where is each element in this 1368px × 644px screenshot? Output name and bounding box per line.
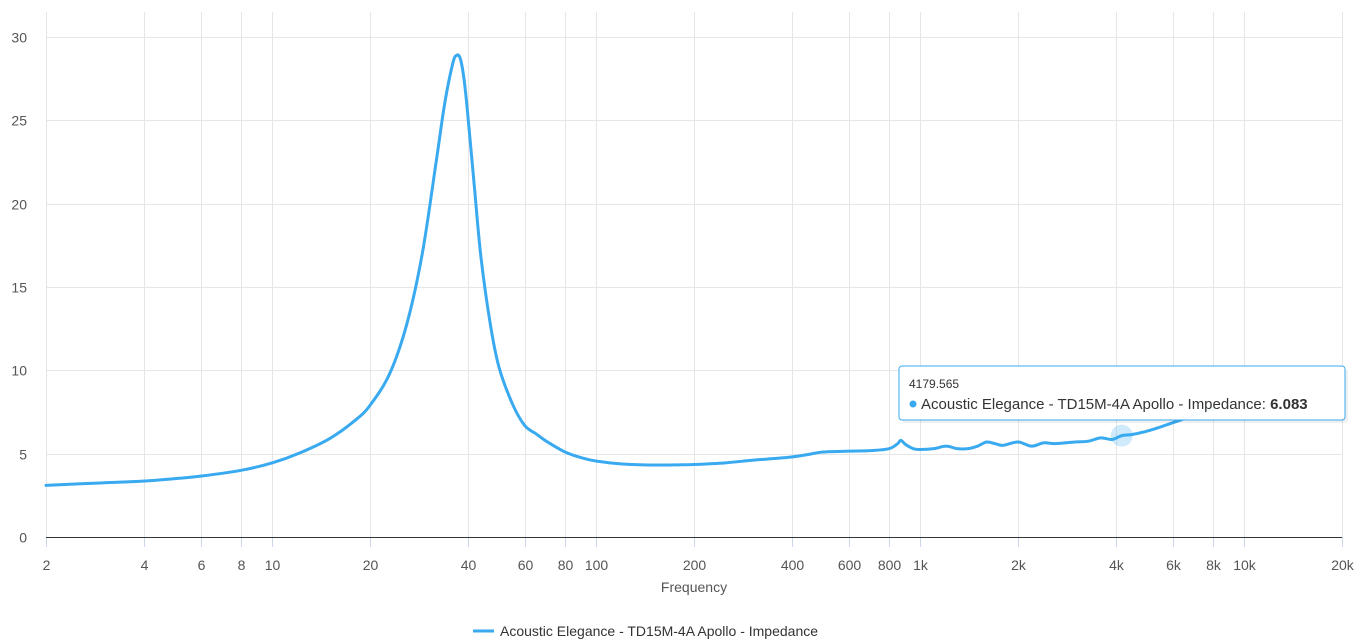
y-tick-label: 10 (11, 363, 27, 379)
series-layer (44, 53, 1215, 487)
x-tick-label: 80 (558, 557, 574, 573)
tooltip-box (898, 365, 1346, 421)
y-tick-label: 5 (19, 447, 27, 463)
tooltip-series-name: Acoustic Elegance - TD15M-4A Apollo - Im… (921, 396, 1262, 413)
x-tick-label: 1k (913, 557, 929, 573)
legend-label[interactable]: Acoustic Elegance - TD15M-4A Apollo - Im… (500, 623, 818, 639)
grid-layer (46, 12, 1343, 537)
x-tick-label: 20k (1331, 557, 1355, 573)
tooltip-series-line: Acoustic Elegance - TD15M-4A Apollo - Im… (921, 396, 1308, 413)
tooltip-x-value: 4179.565 (909, 377, 959, 391)
x-tick-label: 20 (363, 557, 379, 573)
legend[interactable]: Acoustic Elegance - TD15M-4A Apollo - Im… (473, 623, 818, 639)
tooltip: 4179.565 Acoustic Elegance - TD15M-4A Ap… (898, 365, 1348, 423)
x-tick-label: 10k (1233, 557, 1257, 573)
x-tick-label: 100 (585, 557, 609, 573)
series-line[interactable] (44, 53, 1215, 487)
tooltip-separator: : (1262, 396, 1270, 413)
y-tick-label: 15 (11, 280, 27, 296)
x-tick-label: 2k (1011, 557, 1027, 573)
x-tick-label: 10 (265, 557, 281, 573)
x-tick-label: 4 (141, 557, 149, 573)
x-tick-label: 6 (198, 557, 206, 573)
y-tick-label: 25 (11, 113, 27, 129)
x-tick-label: 200 (683, 557, 707, 573)
x-tick-label: 6k (1166, 557, 1182, 573)
x-tick-label: 400 (781, 557, 805, 573)
y-tick-label: 0 (19, 530, 27, 546)
x-tick-label: 8 (238, 557, 246, 573)
x-tick-label: 8k (1206, 557, 1222, 573)
x-tick-label: 40 (461, 557, 477, 573)
hover-halo (1110, 424, 1133, 447)
axes-layer: 0 5 10 15 20 25 30 2 4 6 8 10 20 40 60 80 100 200 400 600 80… (11, 30, 1354, 574)
x-tick-label: 800 (878, 557, 902, 573)
x-tick-label: 60 (518, 557, 534, 573)
x-tick-label: 4k (1109, 557, 1125, 573)
x-tick-label: 600 (838, 557, 862, 573)
marker-layer (1110, 424, 1133, 447)
y-tick-label: 30 (11, 30, 27, 46)
tooltip-series-dot (909, 400, 917, 408)
x-axis-title: Frequency (661, 579, 727, 595)
y-tick-label: 20 (11, 197, 27, 213)
tooltip-y-value: 6.083 (1270, 396, 1308, 413)
x-tick-label: 2 (43, 557, 51, 573)
